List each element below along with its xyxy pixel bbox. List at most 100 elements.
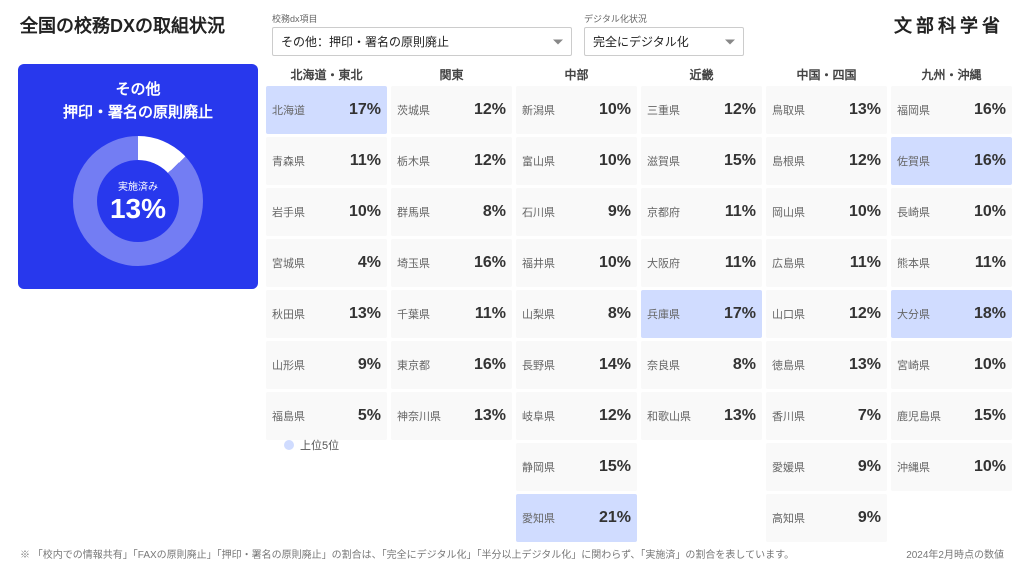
pref-cell[interactable]: 兵庫県17%: [641, 290, 762, 338]
pref-cell[interactable]: 長野県 14%: [516, 341, 637, 389]
pref-cell[interactable]: 大分県18%: [891, 290, 1012, 338]
pref-cell[interactable]: 富山県 10%: [516, 137, 637, 185]
pref-cell[interactable]: 奈良県8%: [641, 341, 762, 389]
pref-cell[interactable]: 大阪府11%: [641, 239, 762, 287]
pref-cell[interactable]: 鹿児島県15%: [891, 392, 1012, 440]
summary-card: その他 押印・署名の原則廃止 実施済み 13%: [18, 64, 258, 289]
pref-name: 大阪府: [647, 255, 680, 271]
pref-value: 11%: [850, 254, 881, 272]
pref-cell[interactable]: 山形県9%: [266, 341, 387, 389]
pref-value: 4%: [358, 254, 381, 272]
region-header: 九州・沖縄: [891, 60, 1012, 86]
pref-name: 栃木県: [397, 153, 430, 169]
pref-cell[interactable]: 福井県10%: [516, 239, 637, 287]
pref-name: 京都府: [647, 204, 680, 220]
pref-value: 12%: [474, 152, 506, 170]
pref-cell[interactable]: 新潟県10%: [516, 86, 637, 134]
pref-cell[interactable]: 鳥取県13%: [766, 86, 887, 134]
pref-cell[interactable]: 長崎県10%: [891, 188, 1012, 236]
pref-value: 10%: [599, 254, 631, 272]
pref-name: 福岡県: [897, 102, 930, 118]
pref-value: 10%: [849, 203, 881, 221]
pref-cell[interactable]: 岐阜県 12%: [516, 392, 637, 440]
pref-cell[interactable]: 茨城県 12%: [391, 86, 512, 134]
pref-name: 長崎県: [897, 204, 930, 220]
pref-value: 12%: [849, 152, 881, 170]
pref-name: 熊本県: [897, 255, 930, 271]
pref-value: 12%: [849, 305, 881, 323]
pref-cell[interactable]: 群馬県8%: [391, 188, 512, 236]
select-digital-status[interactable]: 完全にデジタル化: [584, 27, 744, 56]
pref-cell[interactable]: 三重県12%: [641, 86, 762, 134]
pref-value: 8%: [608, 305, 631, 323]
pref-cell[interactable]: 福岡県16%: [891, 86, 1012, 134]
pref-name: 愛知県: [522, 510, 555, 526]
pref-cell[interactable]: 岡山県10%: [766, 188, 887, 236]
pref-name: 長野県: [522, 357, 555, 373]
pref-name: 茨城県: [397, 102, 430, 118]
pref-cell[interactable]: 広島県11%: [766, 239, 887, 287]
pref-name: 愛媛県: [772, 459, 805, 475]
pref-value: 15%: [599, 458, 631, 476]
pref-cell[interactable]: 京都府11%: [641, 188, 762, 236]
pref-cell[interactable]: 静岡県15%: [516, 443, 637, 491]
pref-cell[interactable]: 神奈川県13%: [391, 392, 512, 440]
pref-name: 山形県: [272, 357, 305, 373]
pref-cell[interactable]: 秋田県 13%: [266, 290, 387, 338]
pref-cell[interactable]: 石川県9%: [516, 188, 637, 236]
pref-value: 8%: [483, 203, 506, 221]
pref-cell[interactable]: 山口県12%: [766, 290, 887, 338]
pref-cell[interactable]: 千葉県11%: [391, 290, 512, 338]
pref-cell[interactable]: 東京都16%: [391, 341, 512, 389]
pref-cell[interactable]: 埼玉県16%: [391, 239, 512, 287]
pref-value: 11%: [975, 254, 1006, 272]
pref-cell[interactable]: 沖縄県10%: [891, 443, 1012, 491]
pref-name: 岩手県: [272, 204, 305, 220]
pref-name: 秋田県: [272, 306, 305, 322]
select-dx-item[interactable]: その他：押印・署名の原則廃止: [272, 27, 572, 56]
pref-name: 富山県: [522, 153, 555, 169]
pref-cell[interactable]: 熊本県 11%: [891, 239, 1012, 287]
pref-value: 11%: [350, 152, 381, 170]
pref-value: 12%: [599, 407, 631, 425]
pref-cell[interactable]: 島根県 12%: [766, 137, 887, 185]
pref-value: 13%: [724, 407, 756, 425]
pref-cell[interactable]: 香川県7%: [766, 392, 887, 440]
pref-value: 5%: [358, 407, 381, 425]
pref-cell[interactable]: 愛媛県9%: [766, 443, 887, 491]
pref-cell[interactable]: 山梨県8%: [516, 290, 637, 338]
pref-value: 10%: [599, 101, 631, 119]
pref-name: 埼玉県: [397, 255, 430, 271]
donut-chart: 実施済み 13%: [73, 136, 203, 266]
pref-name: 福島県: [272, 408, 305, 424]
pref-cell[interactable]: 高知県9%: [766, 494, 887, 542]
pref-cell[interactable]: 青森県11%: [266, 137, 387, 185]
pref-value: 12%: [474, 101, 506, 119]
pref-name: 和歌山県: [647, 408, 691, 424]
region-header: 中国・四国: [766, 60, 887, 86]
pref-value: 21%: [599, 509, 631, 527]
pref-cell[interactable]: 北海道17%: [266, 86, 387, 134]
pref-name: 島根県: [772, 153, 805, 169]
pref-value: 10%: [599, 152, 631, 170]
pref-value: 10%: [349, 203, 381, 221]
pref-cell[interactable]: 和歌山県 13%: [641, 392, 762, 440]
pref-value: 13%: [849, 356, 881, 374]
pref-name: 鳥取県: [772, 102, 805, 118]
pref-cell[interactable]: 愛知県 21%: [516, 494, 637, 542]
pref-name: 石川県: [522, 204, 555, 220]
pref-cell[interactable]: 岩手県 10%: [266, 188, 387, 236]
pref-cell[interactable]: 滋賀県15%: [641, 137, 762, 185]
pref-value: 7%: [858, 407, 881, 425]
pref-cell[interactable]: 徳島県13%: [766, 341, 887, 389]
pref-name: 神奈川県: [397, 408, 441, 424]
pref-value: 14%: [599, 356, 631, 374]
legend-text: 上位5位: [300, 437, 339, 453]
pref-cell[interactable]: 宮城県4%: [266, 239, 387, 287]
pref-cell[interactable]: 宮崎県10%: [891, 341, 1012, 389]
pref-name: 岐阜県: [522, 408, 555, 424]
pref-value: 13%: [349, 305, 381, 323]
pref-cell[interactable]: 佐賀県16%: [891, 137, 1012, 185]
pref-cell[interactable]: 栃木県 12%: [391, 137, 512, 185]
pref-value: 15%: [974, 407, 1006, 425]
